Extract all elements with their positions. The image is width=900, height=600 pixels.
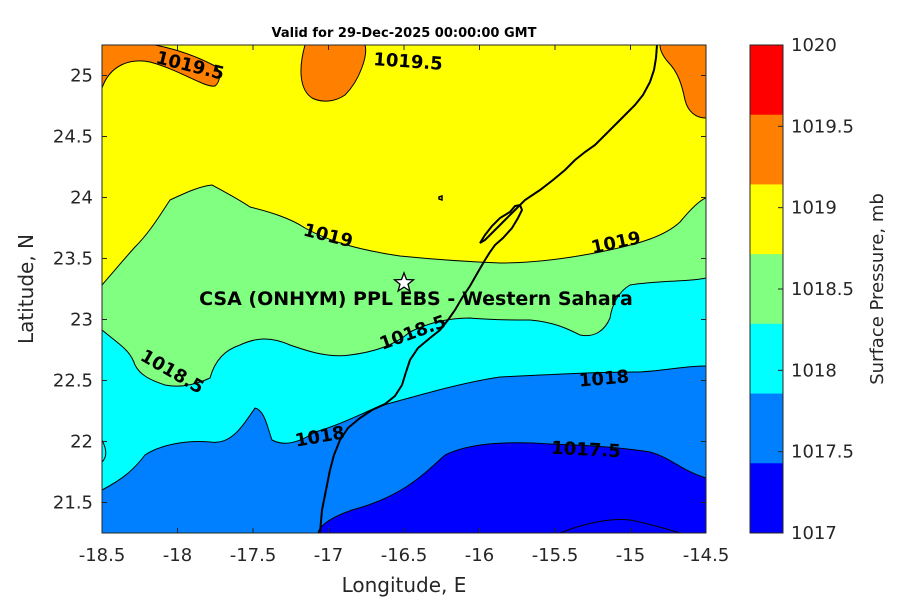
x-tick-label: -18 [163, 545, 192, 566]
colorbar-tick-label: 1018 [791, 360, 837, 381]
x-tick-label: -15 [616, 545, 645, 566]
y-tick-label: 24 [70, 188, 93, 209]
band-1019-5-east [660, 45, 706, 118]
x-tick-label: -17 [314, 545, 343, 566]
colorbar-band [750, 184, 783, 255]
band-1019 [102, 45, 706, 285]
y-tick-label: 21.5 [53, 493, 93, 514]
band-1019-5-west [102, 45, 220, 88]
x-tick-label: -17.5 [230, 545, 277, 566]
colorbar-band [750, 45, 783, 116]
x-tick-label: -16.5 [381, 545, 428, 566]
station-star-icon[interactable] [392, 271, 416, 293]
colorbar-tick-label: 1017 [791, 523, 837, 544]
colorbar-tick-label: 1018.5 [791, 279, 854, 300]
x-tick-label: -16 [465, 545, 494, 566]
contour-label: 1017.5 [551, 438, 621, 463]
colorbar-tick-label: 1020 [791, 35, 837, 56]
colorbar-tick-label: 1019.5 [791, 116, 854, 137]
colorbar-label: Surface Pressure, mb [867, 193, 888, 385]
band-1019-5-center [300, 45, 366, 102]
pressure-field [102, 45, 706, 533]
station-label: CSA (ONHYM) PPL EBS - Western Sahara [199, 288, 633, 310]
colorbar-tick-label: 1019 [791, 198, 837, 219]
y-axis-ticks: 21.5 22 22.5 23 23.5 24 24.5 25 [53, 66, 706, 514]
colorbar-tick-label: 1017.5 [791, 442, 854, 463]
colorbar-band [750, 323, 783, 395]
colorbar-band [750, 114, 783, 185]
coastline [319, 45, 658, 533]
island [438, 194, 443, 202]
map-title: Valid for 29-Dec-2025 00:00:00 GMT [272, 26, 537, 41]
colorbar [750, 45, 783, 534]
y-tick-label: 23 [70, 310, 93, 331]
x-axis-ticks: -18.5 -18 -17.5 -17 -16.5 -16 -15.5 -15 -14.5 [79, 45, 730, 566]
x-axis-label: Longitude, E [342, 573, 467, 597]
y-tick-label: 24.5 [53, 127, 93, 148]
colorbar-band [750, 393, 783, 464]
y-tick-label: 22 [70, 432, 93, 453]
x-tick-label: -14.5 [683, 545, 730, 566]
colorbar-ticks: 1020 1019.5 1019 1018.5 1018 1017.5 1017 [778, 35, 854, 544]
colorbar-band [750, 463, 783, 534]
colorbar-band [750, 254, 783, 325]
x-tick-label: -18.5 [79, 545, 126, 566]
contour-label: 1019.5 [373, 49, 444, 75]
y-tick-label: 23.5 [53, 249, 93, 270]
y-tick-label: 22.5 [53, 371, 93, 392]
y-tick-label: 25 [70, 66, 93, 87]
y-axis-label: Latitude, N [14, 234, 38, 344]
contour-label: 1018 [578, 366, 630, 391]
x-tick-label: -15.5 [532, 545, 579, 566]
